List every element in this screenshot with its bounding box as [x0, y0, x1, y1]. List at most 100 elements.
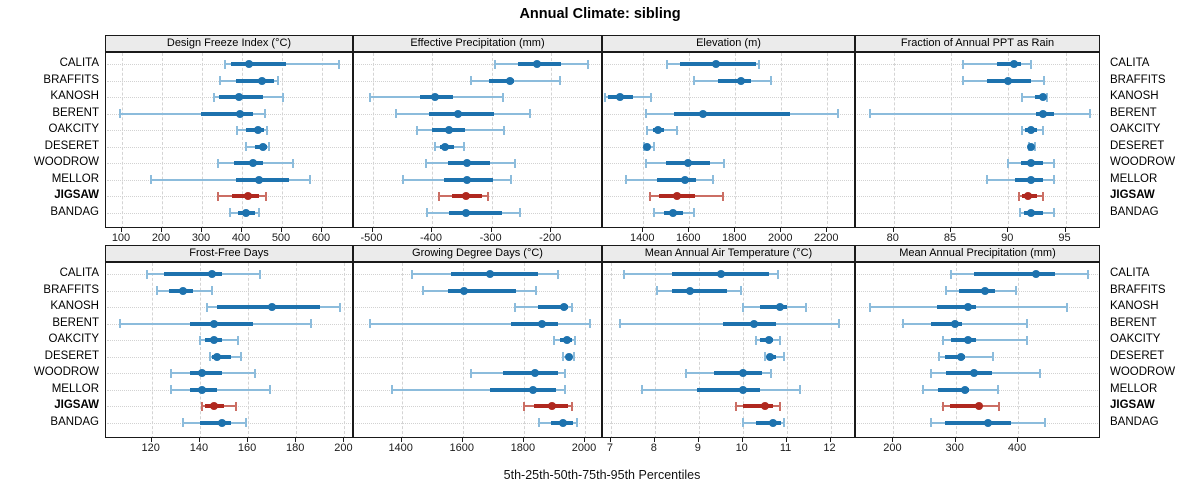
row-guide [355, 422, 601, 424]
whisker-cap-low [224, 59, 227, 69]
axis-tick [697, 438, 699, 442]
median-dot-mellor [1027, 175, 1036, 184]
median-dot-calita [1010, 60, 1018, 68]
whisker-cap-low [644, 158, 647, 168]
station-label-right-bandag: BANDAG [1110, 205, 1159, 218]
whisker-cap-low [170, 368, 172, 378]
whisker-cap-high [268, 385, 271, 394]
median-dot-deseret [765, 352, 774, 361]
whisker-cap-high [998, 401, 1001, 411]
median-dot-deseret [440, 142, 449, 151]
station-label-left-calita: CALITA [59, 57, 99, 69]
axis-tick-label: 200 [151, 232, 171, 244]
median-dot-woodrow [684, 159, 693, 167]
whisker-cap-low [645, 109, 647, 118]
median-dot-braffits [505, 76, 514, 85]
gridline [1008, 53, 1010, 227]
whisker-cap-low [368, 319, 371, 328]
axis-tick [1007, 228, 1009, 232]
axis-tick-label: 11 [779, 442, 792, 454]
iqr-bar-bandag [448, 210, 503, 215]
median-dot-calita [716, 270, 725, 278]
axis-tick [1064, 228, 1066, 232]
median-dot-bandag [984, 418, 993, 427]
panel-body-mean-annual-precipitation-mm [855, 262, 1100, 438]
whisker-cap-high [805, 302, 808, 312]
median-dot-woodrow [970, 369, 979, 377]
whisker-berent [902, 322, 1028, 325]
whisker-cap-low [155, 286, 158, 295]
whisker-cap-low [625, 175, 628, 184]
whisker-cap-low [401, 175, 404, 184]
iqr-bar-bandag [945, 420, 1011, 425]
axis-tick [780, 228, 782, 232]
gridline [1065, 53, 1067, 227]
median-dot-oakcity [964, 336, 973, 344]
iqr-bar-berent [930, 321, 962, 326]
whisker-cap-low [438, 191, 441, 201]
whisker-cap-high [779, 401, 781, 411]
whisker-mellor [391, 388, 565, 391]
whisker-cap-high [210, 286, 213, 295]
gridline [432, 53, 433, 227]
median-dot-bandag [242, 208, 250, 217]
row-guide [604, 196, 854, 197]
whisker-cap-high [838, 319, 841, 328]
whisker-cap-high [783, 352, 786, 361]
station-label-left-braffits: BRAFFITS [43, 283, 99, 296]
axis-tick-label: 9 [694, 442, 701, 454]
gridline [122, 53, 123, 227]
whisker-berent [869, 112, 1090, 115]
whisker-cap-low [469, 76, 472, 85]
median-dot-oakcity [654, 126, 663, 134]
gridline [199, 263, 201, 437]
median-dot-mellor [680, 175, 689, 184]
whisker-cap-low [666, 59, 669, 69]
axis-tick-label: 85 [943, 232, 957, 244]
whisker-cap-high [572, 352, 575, 361]
station-label-left-calita: CALITA [59, 267, 99, 279]
axis-tick-label: 200 [334, 442, 353, 454]
iqr-bar-berent [511, 321, 558, 326]
iqr-bar-woodrow [234, 161, 263, 165]
row-guide [857, 97, 1099, 98]
station-label-right-oakcity: OAKCITY [1110, 123, 1161, 135]
axis-tick [198, 438, 200, 442]
whisker-cap-high [1086, 269, 1089, 279]
whisker-cap-low [1007, 158, 1010, 168]
median-dot-deseret [212, 352, 221, 361]
iqr-bar-woodrow [502, 371, 558, 375]
whisker-cap-low [513, 302, 516, 312]
station-label-left-braffits: BRAFFITS [43, 73, 99, 86]
median-dot-berent [749, 319, 758, 328]
median-dot-woodrow [530, 369, 539, 377]
whisker-cap-low [245, 142, 247, 151]
whisker-cap-low [422, 286, 424, 295]
median-dot-bandag [1027, 208, 1036, 217]
whisker-cap-high [277, 76, 279, 85]
iqr-bar-calita [450, 272, 538, 276]
whisker-cap-high [239, 352, 242, 361]
median-dot-mellor [198, 385, 207, 394]
gridline [643, 53, 645, 227]
iqr-bar-mellor [696, 387, 761, 392]
median-dot-jigsaw [243, 192, 252, 200]
station-label-left-bandag: BANDAG [50, 205, 99, 218]
whisker-cap-high [338, 302, 341, 312]
axis-tick-label: 80 [886, 232, 899, 244]
whisker-cap-low [235, 125, 238, 135]
whisker-oakcity [942, 339, 1027, 341]
axis-tick [785, 438, 787, 442]
gridline [786, 263, 788, 437]
whisker-cap-low [434, 142, 436, 151]
whisker-cap-high [309, 175, 312, 184]
whisker-cap-low [945, 286, 948, 295]
station-label-left-deseret: DESERET [44, 139, 99, 152]
whisker-cap-high [337, 59, 340, 69]
median-dot-jigsaw [672, 192, 681, 200]
panel-strip-design-freeze-index-c: Design Freeze Index (°C) [105, 35, 353, 52]
whisker-cap-high [258, 208, 261, 217]
axis-tick [161, 228, 162, 232]
whisker-cap-high [576, 418, 578, 427]
median-dot-deseret [642, 142, 651, 151]
